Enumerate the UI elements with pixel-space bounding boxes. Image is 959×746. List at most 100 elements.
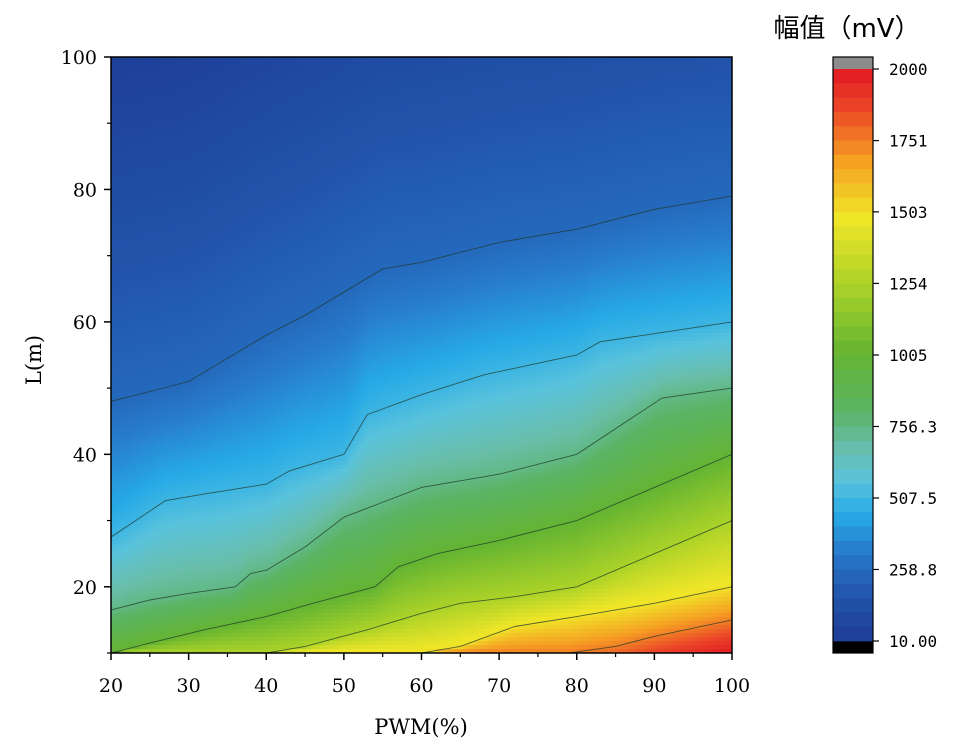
heat-cell	[283, 149, 288, 154]
heat-cell	[635, 69, 640, 74]
heat-cell	[507, 169, 512, 174]
heat-cell	[191, 65, 196, 70]
heat-cell	[591, 125, 596, 130]
heat-cell	[179, 125, 184, 130]
heat-cell	[187, 153, 192, 158]
heat-cell	[711, 105, 716, 110]
heat-cell	[415, 165, 420, 170]
heat-cell	[535, 89, 540, 94]
heat-cell	[699, 153, 704, 158]
heat-cell	[487, 65, 492, 70]
heat-cell	[247, 129, 252, 134]
heat-cell	[479, 101, 484, 106]
heat-cell	[263, 81, 268, 86]
heat-cell	[219, 113, 224, 118]
heat-cell	[391, 113, 396, 118]
heat-cell	[211, 61, 216, 66]
heat-cell	[463, 125, 468, 130]
heat-cell	[307, 137, 312, 142]
heat-cell	[667, 141, 672, 146]
heat-cell	[687, 65, 692, 70]
heat-cell	[615, 157, 620, 162]
heat-cell	[607, 121, 612, 126]
heat-cell	[555, 113, 560, 118]
heat-cell	[451, 93, 456, 98]
heat-cell	[695, 69, 700, 74]
heat-cell	[195, 57, 200, 62]
heat-cell	[355, 93, 360, 98]
heat-cell	[411, 165, 416, 170]
heat-cell	[443, 93, 448, 98]
heat-cell	[491, 69, 496, 74]
heat-cell	[727, 141, 732, 146]
heat-cell	[391, 109, 396, 114]
heat-cell	[347, 173, 352, 178]
heat-cell	[143, 125, 148, 130]
heat-cell	[535, 113, 540, 118]
heat-cell	[675, 153, 680, 158]
heat-cell	[359, 101, 364, 106]
heat-cell	[515, 57, 520, 62]
heat-cell	[195, 165, 200, 170]
heat-cell	[319, 141, 324, 146]
heat-cell	[327, 161, 332, 166]
heat-cell	[687, 153, 692, 158]
heat-cell	[115, 73, 120, 78]
heat-cell	[499, 81, 504, 86]
heat-cell	[315, 145, 320, 150]
heat-cell	[479, 105, 484, 110]
heat-cell	[211, 113, 216, 118]
heat-cell	[163, 169, 168, 174]
heat-cell	[507, 65, 512, 70]
heat-cell	[239, 165, 244, 170]
heat-cell	[515, 65, 520, 70]
heat-cell	[499, 125, 504, 130]
heat-cell	[215, 177, 220, 182]
heat-cell	[423, 93, 428, 98]
heat-cell	[559, 93, 564, 98]
heat-cell	[119, 101, 124, 106]
heat-cell	[123, 109, 128, 114]
heat-cell	[471, 149, 476, 154]
heat-cell	[591, 161, 596, 166]
heat-cell	[451, 133, 456, 138]
heat-cell	[159, 177, 164, 182]
heat-cell	[663, 149, 668, 154]
heat-cell	[503, 161, 508, 166]
heat-cell	[447, 65, 452, 70]
heat-cell	[131, 173, 136, 178]
heat-cell	[235, 105, 240, 110]
heat-cell	[315, 101, 320, 106]
heat-cell	[575, 145, 580, 150]
heat-cell	[595, 93, 600, 98]
heat-cell	[619, 57, 624, 62]
heat-cell	[323, 89, 328, 94]
heat-cell	[591, 77, 596, 82]
heat-cell	[307, 181, 312, 186]
heat-cell	[111, 65, 116, 70]
heat-cell	[671, 77, 676, 82]
heat-cell	[123, 89, 128, 94]
heat-cell	[715, 125, 720, 130]
heat-cell	[503, 113, 508, 118]
heat-cell	[607, 133, 612, 138]
heat-cell	[439, 125, 444, 130]
heat-cell	[251, 93, 256, 98]
heat-cell	[531, 117, 536, 122]
heat-cell	[479, 93, 484, 98]
heat-cell	[339, 173, 344, 178]
heat-cell	[227, 89, 232, 94]
heat-cell	[187, 105, 192, 110]
heat-cell	[551, 109, 556, 114]
heat-cell	[407, 93, 412, 98]
heat-cell	[599, 133, 604, 138]
heat-cell	[659, 141, 664, 146]
heat-cell	[571, 113, 576, 118]
heat-cell	[323, 129, 328, 134]
heat-cell	[279, 141, 284, 146]
heat-cell	[371, 93, 376, 98]
heat-cell	[691, 117, 696, 122]
heat-cell	[463, 169, 468, 174]
heat-cell	[635, 109, 640, 114]
heat-cell	[123, 133, 128, 138]
